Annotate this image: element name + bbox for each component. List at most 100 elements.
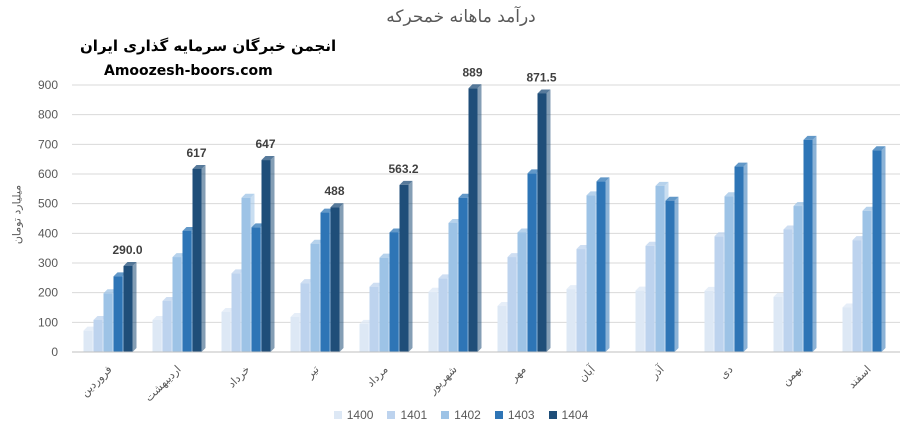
bar-top <box>359 319 373 324</box>
bar <box>665 200 675 352</box>
chart-title: درآمد ماهانه خمحرکه <box>386 7 536 27</box>
bar <box>507 257 517 352</box>
bar-top <box>724 192 738 197</box>
bar <box>468 88 478 352</box>
bar <box>517 232 527 352</box>
bar-top <box>320 208 334 213</box>
bar-top <box>566 285 580 290</box>
bar <box>655 185 665 352</box>
legend-item: 1402 <box>441 408 481 422</box>
bar-side <box>881 146 886 352</box>
y-tick-label: 400 <box>38 226 58 240</box>
bar-side <box>477 84 482 352</box>
bar <box>290 316 300 352</box>
bar <box>872 150 882 352</box>
bar-side <box>743 162 748 352</box>
bar <box>261 160 271 352</box>
bar-top <box>862 206 876 211</box>
bar <box>576 249 586 352</box>
bar <box>83 330 93 352</box>
bar-top <box>852 236 866 241</box>
y-tick-label: 0 <box>51 345 58 359</box>
x-tick-label: تیر <box>304 364 322 382</box>
bar <box>497 306 507 352</box>
bar-top <box>93 315 107 320</box>
data-label: 889 <box>462 65 482 79</box>
bar <box>93 319 103 352</box>
bar-top <box>586 191 600 196</box>
bar <box>803 139 813 352</box>
bar <box>241 197 251 352</box>
legend-label: 1401 <box>400 408 428 422</box>
bar-top <box>379 253 393 258</box>
bar-top <box>527 169 541 174</box>
bar-top <box>448 218 462 223</box>
y-tick-label: 600 <box>38 167 58 181</box>
watermark-website: Amoozesh-boors.com <box>104 63 273 79</box>
bar <box>399 184 409 352</box>
bar <box>596 181 606 352</box>
bar-top <box>438 274 452 279</box>
bar-top <box>113 272 127 277</box>
bar <box>714 236 724 352</box>
x-tick-label: بهمن <box>780 364 805 389</box>
bar <box>320 212 330 352</box>
x-tick-label: آذر <box>647 362 667 382</box>
x-tick-label: خرداد <box>226 364 253 391</box>
bar-side <box>605 177 610 352</box>
bar <box>704 290 714 352</box>
bar-top <box>399 180 413 185</box>
bar <box>330 207 340 352</box>
x-tick-label: آبان <box>576 362 598 384</box>
bar-top <box>300 279 314 284</box>
bar-top <box>389 228 403 233</box>
bar-top <box>842 303 856 308</box>
watermark-org-name: انجمن خبرگان سرمایه گذاری ایران <box>80 37 337 55</box>
bar-side <box>201 164 206 352</box>
x-tick-label: دی <box>718 364 736 382</box>
bar-top <box>162 296 176 301</box>
bar-top <box>330 203 344 208</box>
bar-top <box>655 181 669 186</box>
bar <box>103 293 113 352</box>
bar <box>842 307 852 352</box>
x-tick-label: اردیبهشت <box>143 364 184 405</box>
bar-top <box>83 326 97 331</box>
bar-top <box>241 193 255 198</box>
data-label: 647 <box>255 137 275 151</box>
bar-top <box>261 156 275 161</box>
bar-top <box>152 315 166 320</box>
bar-top <box>172 253 186 258</box>
data-label: 290.0 <box>112 243 142 257</box>
bar <box>527 173 537 352</box>
bar-top <box>310 239 324 244</box>
bar <box>438 278 448 352</box>
bar <box>310 243 320 352</box>
bar <box>231 273 241 352</box>
bar <box>113 276 123 352</box>
bar-top <box>458 193 472 198</box>
bar-top <box>734 162 748 167</box>
bar-top <box>290 312 304 317</box>
bar-top <box>468 84 482 89</box>
bar <box>359 323 369 352</box>
legend-label: 1402 <box>454 408 481 422</box>
bar <box>379 257 389 352</box>
bar-side <box>339 203 344 352</box>
x-tick-label: فروردین <box>79 364 115 400</box>
legend-item: 1403 <box>494 408 535 422</box>
data-label: 871.5 <box>526 70 556 84</box>
y-tick-label: 900 <box>38 78 58 92</box>
bar-top <box>517 228 531 233</box>
y-tick-label: 300 <box>38 256 58 270</box>
legend-swatch <box>333 411 342 419</box>
bar <box>734 166 744 352</box>
y-tick-label: 800 <box>38 108 58 122</box>
bar <box>251 227 261 352</box>
bar <box>586 195 596 352</box>
y-tick-label: 200 <box>38 286 58 300</box>
legend-swatch <box>387 411 396 419</box>
bar <box>428 291 438 352</box>
bar-top <box>537 89 551 94</box>
